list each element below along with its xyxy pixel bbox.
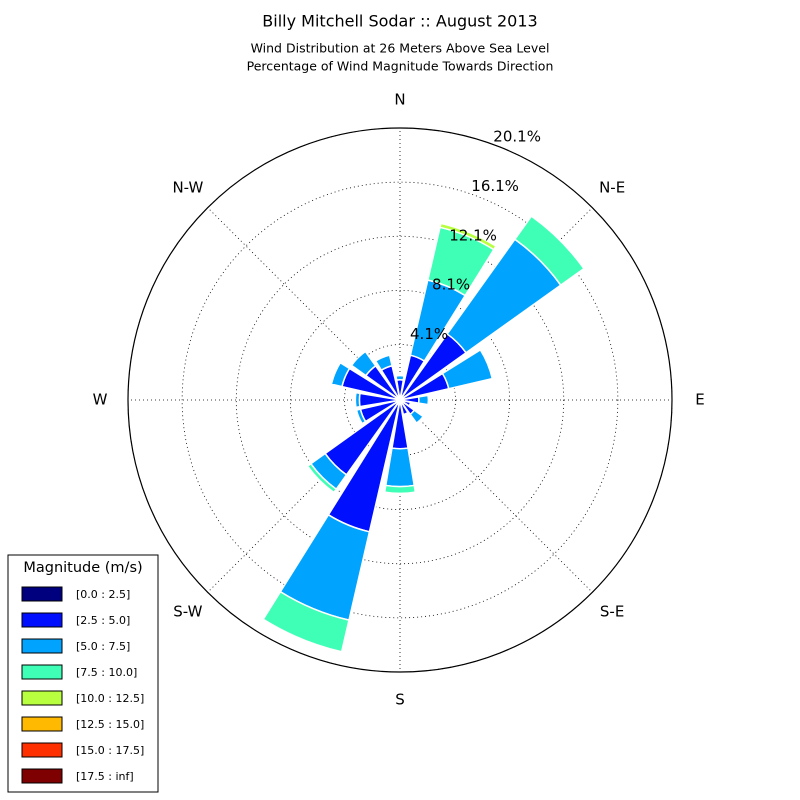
chart-title: Billy Mitchell Sodar :: August 2013 — [262, 12, 537, 31]
outer-circle — [127, 127, 673, 673]
chart-subtitle: Wind Distribution at 26 Meters Above Sea… — [251, 41, 550, 56]
legend: Magnitude (m/s) [0.0 : 2.5] [2.5 : 5.0] [5… — [7, 554, 159, 793]
legend-swatch — [21, 690, 63, 706]
r-tick-label: 12.1% — [449, 226, 497, 244]
legend-title: Magnitude (m/s) — [23, 560, 142, 576]
chart-subtitle: Percentage of Wind Magnitude Towards Dir… — [247, 59, 554, 74]
direction-label: N-E — [599, 178, 625, 196]
bar-segment — [417, 394, 430, 406]
legend-swatch — [21, 612, 63, 628]
direction-label: S-E — [600, 603, 624, 621]
grid-ring — [181, 181, 619, 619]
legend-label: [10.0 : 12.5] — [76, 692, 144, 705]
legend-swatch — [21, 742, 63, 758]
grid-ring — [289, 289, 511, 511]
bar-segment — [441, 348, 494, 390]
r-tick-label: 16.1% — [471, 177, 519, 195]
legend-swatch — [21, 768, 63, 784]
grid-ring — [344, 344, 456, 456]
bar-segment — [330, 361, 351, 388]
legend-label: [15.0 : 17.5] — [76, 744, 144, 757]
bar-segment — [513, 215, 585, 287]
bar-segment — [395, 374, 405, 381]
legend-swatch — [21, 664, 63, 680]
direction-label: N-W — [172, 178, 203, 196]
r-tick-label: 4.1% — [410, 325, 448, 343]
legend-label: [2.5 : 5.0] — [76, 614, 130, 627]
legend-swatch — [21, 716, 63, 732]
bars — [262, 215, 585, 653]
legend-swatch — [21, 638, 63, 654]
bar-segment — [354, 391, 361, 409]
bar-segment — [355, 408, 367, 425]
direction-label: S-W — [173, 603, 202, 621]
legend-label: [5.0 : 7.5] — [76, 640, 130, 653]
bar-segment — [306, 462, 338, 494]
legend-label: [7.5 : 10.0] — [76, 666, 137, 679]
direction-label: N — [394, 91, 405, 109]
bar-segment — [262, 590, 350, 653]
bar-segment — [350, 350, 377, 377]
grid-ring — [235, 235, 565, 565]
legend-label: [0.0 : 2.5] — [76, 588, 130, 601]
legend-swatch — [21, 586, 63, 602]
bar-segment — [383, 484, 417, 495]
grid-spoke — [399, 399, 593, 593]
bar-segment — [409, 409, 425, 425]
direction-label: W — [93, 391, 108, 409]
r-tick-label: 20.1% — [493, 127, 541, 145]
legend-label: [12.5 : 15.0] — [76, 718, 144, 731]
grid-spoke — [207, 399, 401, 593]
grid-spoke — [207, 207, 401, 401]
labels: 4.1% 8.1% 12.1% 16.1% 20.1% N N-E E S-E S S-W W N-W — [93, 91, 705, 709]
r-tick-label: 8.1% — [432, 276, 470, 294]
direction-label: E — [695, 391, 704, 409]
bar-segment — [439, 222, 497, 251]
bar-segment — [374, 354, 393, 372]
direction-label: S — [395, 691, 405, 709]
legend-label: [17.5 : inf] — [76, 770, 134, 783]
